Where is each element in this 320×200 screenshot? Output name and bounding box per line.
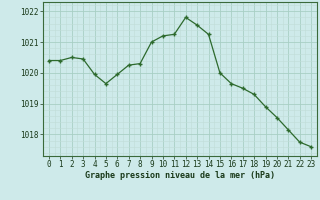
X-axis label: Graphe pression niveau de la mer (hPa): Graphe pression niveau de la mer (hPa) (85, 171, 275, 180)
